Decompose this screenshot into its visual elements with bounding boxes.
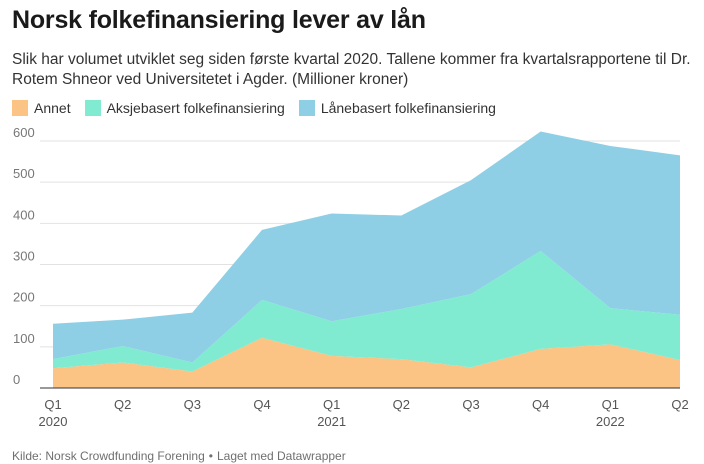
chart-subtitle: Slik har volumet utviklet seg siden førs… (12, 51, 691, 88)
legend-swatch-aksjebasert (84, 100, 101, 116)
x-tick-label-4: Q4 (253, 397, 270, 412)
area-series-2 (53, 250, 680, 372)
x-tick-label-2: Q2 (114, 397, 131, 412)
source-separator: • (208, 449, 213, 463)
credit-text: Laget med Datawrapper (216, 449, 346, 463)
chart-title: Norsk folkefinansiering lever av lån (12, 6, 426, 34)
source-note: Kilde: Norsk Crowdfunding Forening • Laget… (12, 449, 346, 463)
y-tick-label-600: 600 (13, 125, 35, 140)
legend-label-aksjebasert: Aksjebasert folkefinansiering (106, 100, 285, 116)
y-tick-label-500: 500 (13, 166, 35, 181)
legend-item-aksjebasert: Aksjebasert folkefinansiering (84, 100, 285, 116)
y-tick-label-400: 400 (13, 207, 35, 222)
y-tick-label-200: 200 (13, 290, 35, 305)
legend-item-annet: Annet (12, 100, 71, 116)
x-tick-label-10: Q2 (671, 397, 688, 412)
legend-swatch-lanebasert (298, 100, 315, 116)
legend: Annet Aksjebasert folkefinansiering Låne… (12, 100, 496, 116)
y-tick-label-300: 300 (13, 249, 35, 264)
x-tick-label-7: Q3 (462, 397, 479, 412)
area-series-1 (53, 337, 680, 388)
source-text: Kilde: Norsk Crowdfunding Forening (12, 449, 205, 463)
y-tick-label-100: 100 (13, 331, 35, 346)
x-tick-label-3: Q3 (184, 397, 201, 412)
area-series-3 (53, 131, 680, 363)
x-tick-label-6: Q2 (393, 397, 410, 412)
legend-item-lanebasert: Lånebasert folkefinansiering (298, 100, 496, 116)
x-tick-label-1: Q1 (44, 397, 61, 412)
x-tick-year-1: 2020 (39, 414, 68, 429)
y-tick-label-0: 0 (13, 372, 20, 387)
x-tick-label-9: Q1 (602, 397, 619, 412)
x-tick-year-9: 2022 (596, 414, 625, 429)
x-tick-label-8: Q4 (532, 397, 549, 412)
legend-swatch-annet (12, 100, 28, 116)
x-tick-label-5: Q1 (323, 397, 340, 412)
legend-label-lanebasert: Lånebasert folkefinansiering (320, 100, 496, 116)
x-tick-year-5: 2021 (317, 414, 346, 429)
legend-label-annet: Annet (34, 100, 71, 116)
